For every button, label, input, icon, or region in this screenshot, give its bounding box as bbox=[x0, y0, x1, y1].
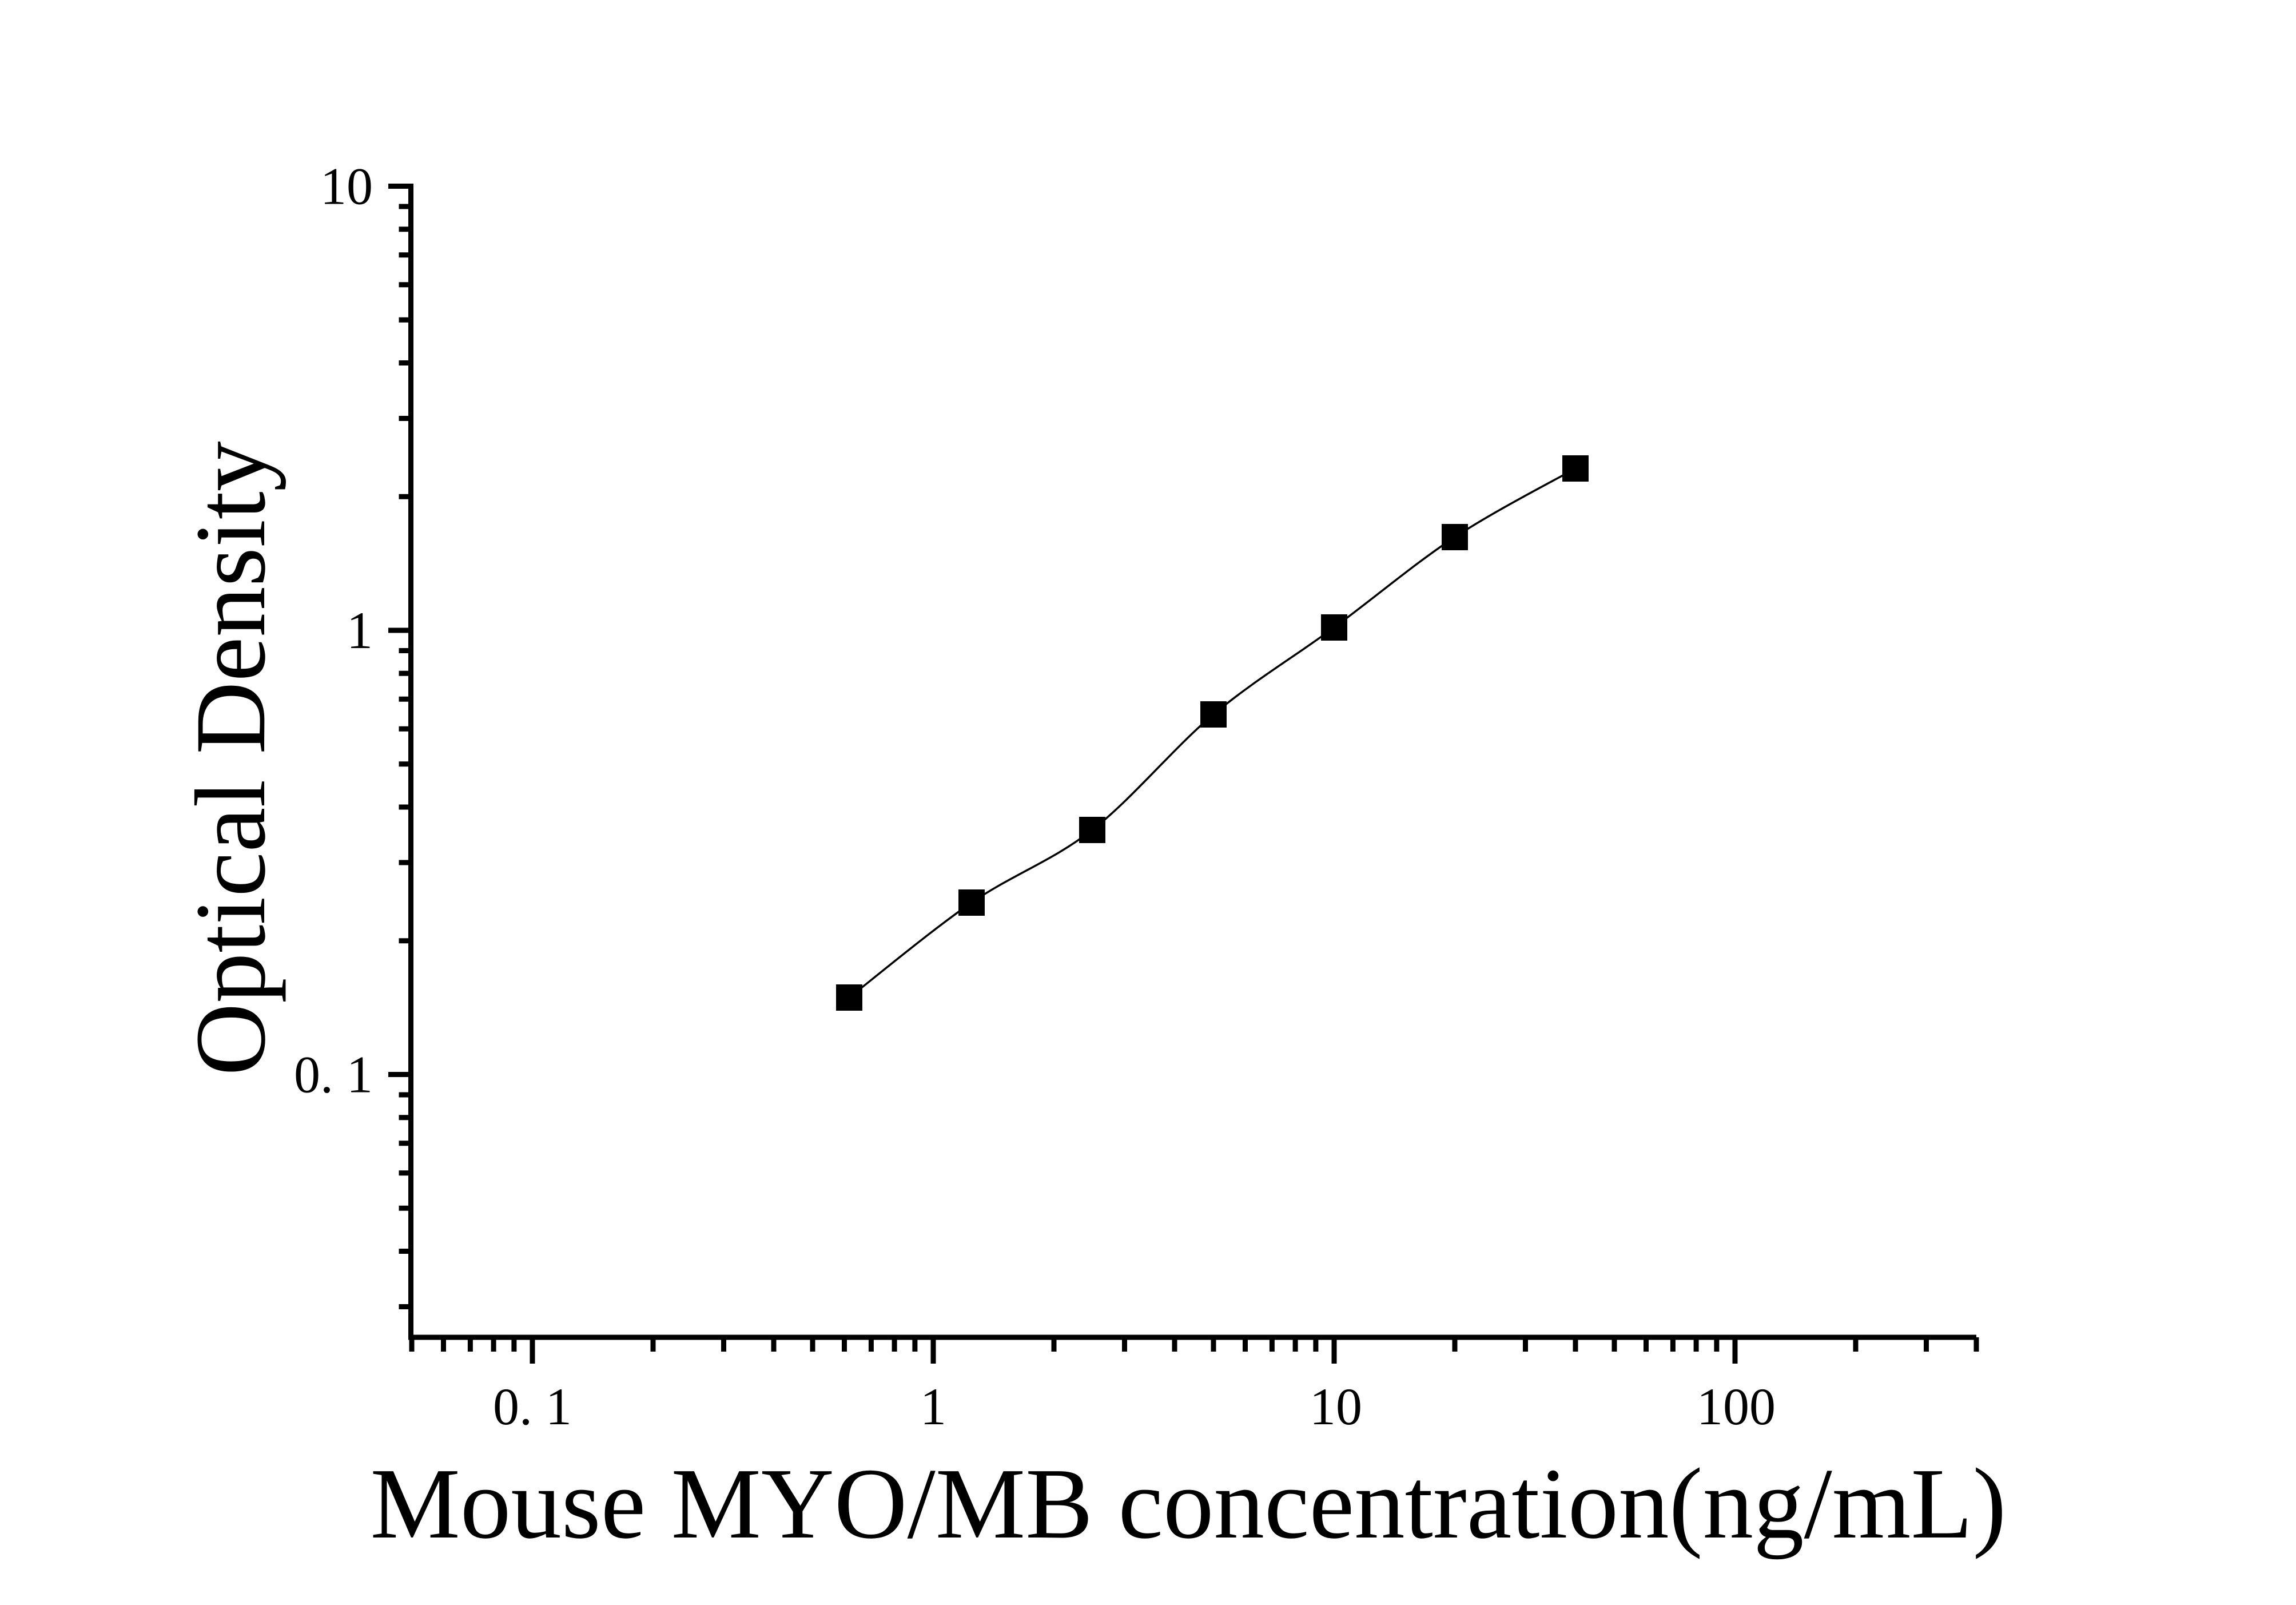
svg-text:1: 1 bbox=[347, 601, 373, 660]
svg-text:100: 100 bbox=[1697, 1377, 1776, 1436]
svg-text:Optical Density: Optical Density bbox=[175, 441, 286, 1076]
svg-text:Mouse MYO/MB concentration(ng/: Mouse MYO/MB concentration(ng/mL) bbox=[370, 1448, 2006, 1560]
svg-text:1: 1 bbox=[920, 1377, 946, 1436]
svg-text:10: 10 bbox=[1310, 1377, 1362, 1436]
svg-text:10: 10 bbox=[320, 157, 373, 216]
svg-text:0. 1: 0. 1 bbox=[493, 1377, 572, 1436]
svg-text:0. 1: 0. 1 bbox=[294, 1046, 373, 1104]
